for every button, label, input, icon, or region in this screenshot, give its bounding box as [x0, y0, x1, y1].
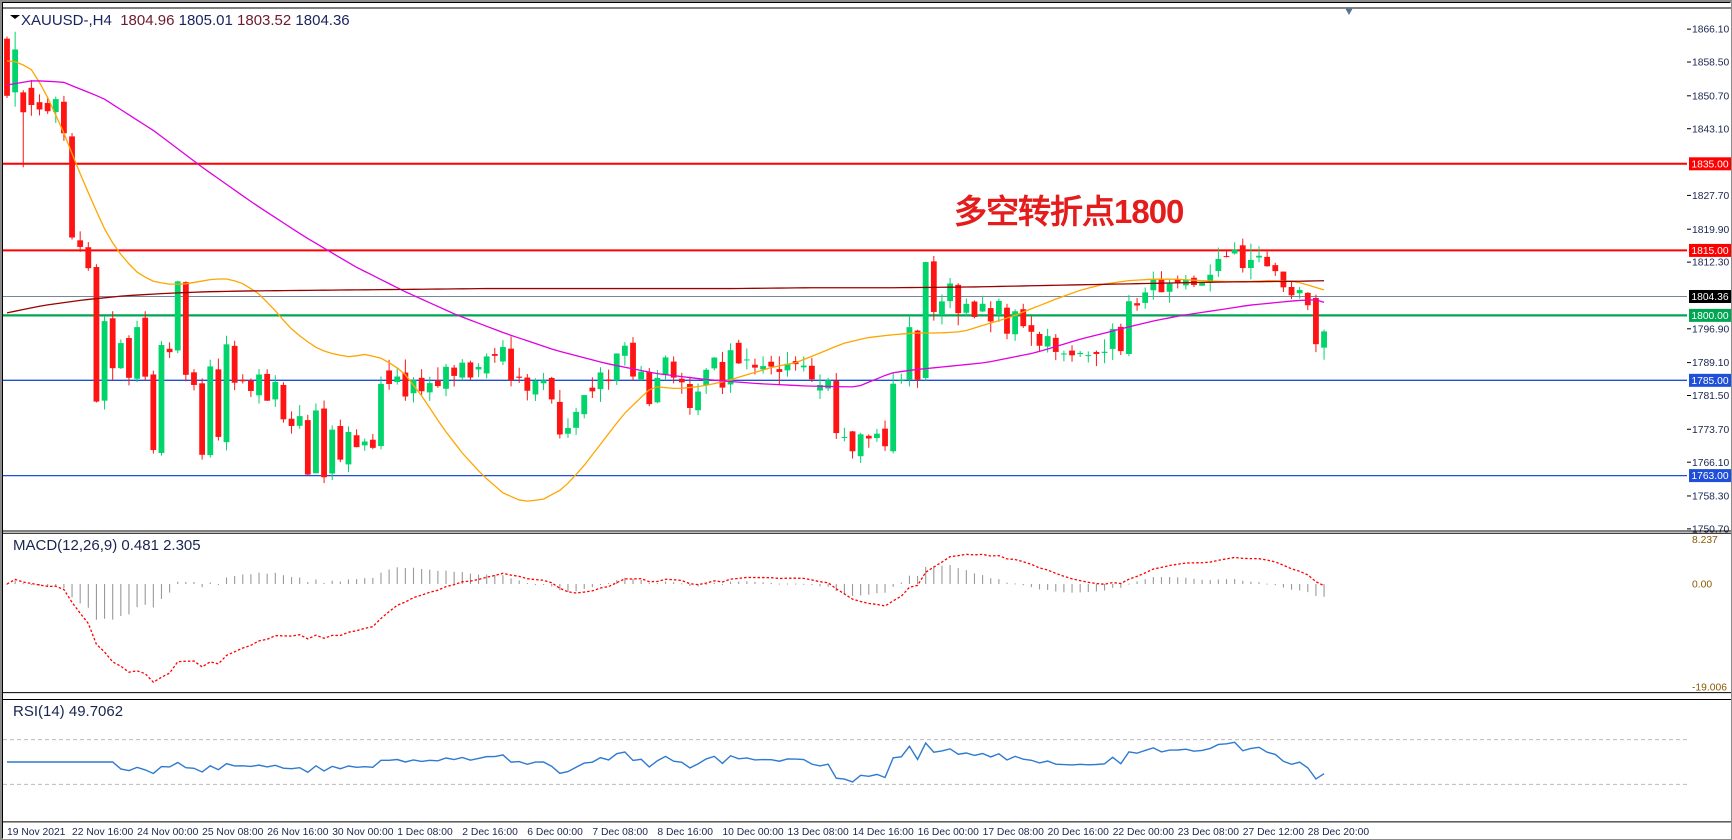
svg-text:22 Nov 16:00: 22 Nov 16:00	[72, 827, 134, 838]
svg-text:1763.00: 1763.00	[1691, 471, 1728, 482]
svg-text:1812.30: 1812.30	[1692, 258, 1729, 269]
svg-text:1815.00: 1815.00	[1691, 246, 1728, 257]
svg-text:26 Nov 16:00: 26 Nov 16:00	[267, 827, 329, 838]
svg-text:1819.90: 1819.90	[1692, 225, 1729, 236]
svg-text:1773.70: 1773.70	[1692, 425, 1729, 436]
svg-text:-19.006: -19.006	[1692, 682, 1727, 693]
svg-text:16 Dec 00:00: 16 Dec 00:00	[918, 827, 980, 838]
svg-text:1827.70: 1827.70	[1692, 191, 1729, 202]
svg-text:1804.36: 1804.36	[1691, 292, 1728, 303]
svg-text:1800.00: 1800.00	[1691, 311, 1728, 322]
svg-text:30 Nov 00:00: 30 Nov 00:00	[332, 827, 394, 838]
svg-text:1781.50: 1781.50	[1692, 391, 1729, 402]
svg-text:7 Dec 08:00: 7 Dec 08:00	[592, 827, 648, 838]
svg-text:1866.10: 1866.10	[1692, 25, 1729, 36]
svg-text:10 Dec 00:00: 10 Dec 00:00	[722, 827, 784, 838]
svg-text:13 Dec 08:00: 13 Dec 08:00	[788, 827, 850, 838]
svg-text:1750.70: 1750.70	[1692, 524, 1729, 535]
svg-text:28 Dec 20:00: 28 Dec 20:00	[1308, 827, 1370, 838]
svg-text:23 Dec 08:00: 23 Dec 08:00	[1178, 827, 1240, 838]
svg-text:1 Dec 08:00: 1 Dec 08:00	[397, 827, 453, 838]
svg-text:0.00: 0.00	[1692, 579, 1712, 590]
svg-text:6 Dec 00:00: 6 Dec 00:00	[527, 827, 583, 838]
svg-text:1796.90: 1796.90	[1692, 324, 1729, 335]
svg-text:25 Nov 08:00: 25 Nov 08:00	[202, 827, 264, 838]
svg-text:19 Nov 2021: 19 Nov 2021	[7, 827, 66, 838]
svg-text:20 Dec 16:00: 20 Dec 16:00	[1048, 827, 1110, 838]
svg-text:1785.00: 1785.00	[1691, 376, 1728, 387]
svg-text:1766.10: 1766.10	[1692, 458, 1729, 469]
svg-text:1858.50: 1858.50	[1692, 58, 1729, 69]
svg-text:1758.30: 1758.30	[1692, 492, 1729, 503]
svg-text:17 Dec 08:00: 17 Dec 08:00	[983, 827, 1045, 838]
svg-text:2 Dec 16:00: 2 Dec 16:00	[462, 827, 518, 838]
svg-text:24 Nov 00:00: 24 Nov 00:00	[137, 827, 199, 838]
svg-text:1850.70: 1850.70	[1692, 91, 1729, 102]
svg-text:1789.10: 1789.10	[1692, 358, 1729, 369]
svg-text:1843.10: 1843.10	[1692, 124, 1729, 135]
svg-text:14 Dec 16:00: 14 Dec 16:00	[853, 827, 915, 838]
svg-text:8 Dec 16:00: 8 Dec 16:00	[657, 827, 713, 838]
svg-text:27 Dec 12:00: 27 Dec 12:00	[1243, 827, 1305, 838]
svg-text:1835.00: 1835.00	[1691, 159, 1728, 170]
svg-text:8.237: 8.237	[1692, 535, 1718, 546]
svg-text:22 Dec 00:00: 22 Dec 00:00	[1113, 827, 1175, 838]
